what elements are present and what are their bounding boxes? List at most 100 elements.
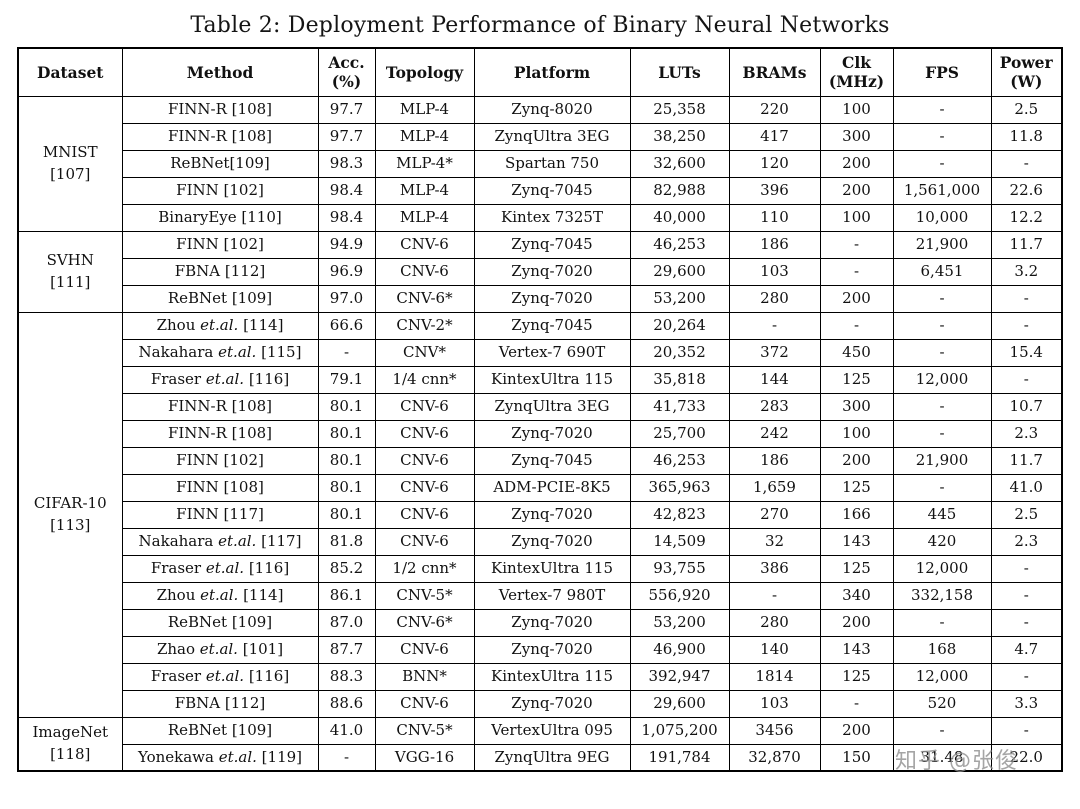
cell-clk: 200 (819, 608, 894, 637)
cell-power: 22.0 (990, 743, 1063, 772)
column-header-platform: Platform (473, 47, 631, 97)
cell-luts: 29,600 (629, 689, 730, 718)
column-header-brams: BRAMs (728, 47, 821, 97)
table-row: ReBNet [109] 87.0 CNV-6* Zynq-7020 53,200 280… (18, 608, 1063, 637)
cell-fps: 332,158 (892, 581, 992, 610)
cell-method: FINN [117] (121, 500, 319, 529)
cell-brams: 270 (728, 500, 821, 529)
cell-acc: 66.6 (317, 311, 376, 340)
cell-power: 12.2 (990, 203, 1063, 232)
cell-power: 2.5 (990, 95, 1063, 124)
cell-fps: 12,000 (892, 554, 992, 583)
cell-power: 4.7 (990, 635, 1063, 664)
cell-fps: - (892, 473, 992, 502)
cell-method: FINN-R [108] (121, 95, 319, 124)
cell-brams: 140 (728, 635, 821, 664)
table-row: FBNA [112] 88.6 CNV-6 Zynq-7020 29,600 103-52… (18, 689, 1063, 718)
cell-clk: 300 (819, 392, 894, 421)
cell-acc: 97.7 (317, 95, 376, 124)
table-row: ReBNet[109] 98.3 MLP-4* Spartan 750 32,600 12… (18, 149, 1063, 178)
cell-platform: Zynq-7020 (473, 527, 631, 556)
cell-platform: Vertex-7 980T (473, 581, 631, 610)
cell-luts: 38,250 (629, 122, 730, 151)
cell-clk: 100 (819, 95, 894, 124)
table-header: Dataset Method Acc. (%) Topology Platform LUTs… (17, 47, 1063, 97)
cell-power: 15.4 (990, 338, 1063, 367)
table-row: SVHN [111] FINN [102] 94.9 CNV-6 Zynq-7045 46,… (17, 230, 1063, 313)
cell-platform: Zynq-7045 (473, 176, 631, 205)
cell-platform: ZynqUltra 3EG (473, 122, 631, 151)
cell-brams: 186 (728, 446, 821, 475)
cell-acc: - (317, 743, 376, 772)
cell-power: - (990, 554, 1063, 583)
cell-power: - (990, 581, 1063, 610)
cell-luts: 53,200 (629, 284, 730, 313)
cell-clk: - (819, 689, 894, 718)
cell-clk: 125 (819, 662, 894, 691)
cell-platform: Zynq-7020 (473, 608, 631, 637)
cell-luts: 93,755 (629, 554, 730, 583)
cell-platform: Zynq-7020 (473, 284, 631, 313)
cell-method: ReBNet [109] (121, 284, 319, 313)
cell-acc: 94.9 (317, 230, 376, 259)
cell-clk: 300 (819, 122, 894, 151)
cell-platform: VertexUltra 095 (473, 716, 631, 745)
cell-luts: 46,900 (629, 635, 730, 664)
cell-luts: 20,264 (629, 311, 730, 340)
table-row: FINN-R [108] 80.1 CNV-6 ZynqUltra 3EG 41,733… (18, 392, 1063, 421)
cell-acc: 81.8 (317, 527, 376, 556)
cell-topology: CNV-6 (374, 689, 475, 718)
cell-clk: - (819, 230, 894, 259)
cell-method: FINN-R [108] (121, 419, 319, 448)
cell-acc: 98.3 (317, 149, 376, 178)
table-header-row: Dataset Method Acc. (%) Topology Platform LUTs… (17, 47, 1063, 97)
cell-fps: 168 (892, 635, 992, 664)
cell-fps: - (892, 149, 992, 178)
cell-method: Nakahara et.al. [117] (121, 527, 319, 556)
cell-luts: 46,253 (629, 230, 730, 259)
table-row: Yonekawa et.al. [119] - VGG-16 ZynqUltra 9E… (18, 743, 1063, 772)
cell-luts: 20,352 (629, 338, 730, 367)
cell-fps: - (892, 95, 992, 124)
cell-acc: 97.0 (317, 284, 376, 313)
cell-method: FINN [102] (121, 446, 319, 475)
cell-clk: 450 (819, 338, 894, 367)
cell-fps: 21,900 (892, 230, 992, 259)
cell-acc: 87.0 (317, 608, 376, 637)
cell-fps: - (892, 608, 992, 637)
cell-method: Fraser et.al. [116] (121, 554, 319, 583)
table-row: FINN [117] 80.1 CNV-6 Zynq-7020 42,823 270 166… (18, 500, 1063, 529)
table-row: Fraser et.al. [116] 88.3 BNN* KintexUltra 1… (18, 662, 1063, 691)
cell-power: 41.0 (990, 473, 1063, 502)
cell-method: ReBNet[109] (121, 149, 319, 178)
cell-brams: 32,870 (728, 743, 821, 772)
cell-acc: 41.0 (317, 716, 376, 745)
cell-clk: 143 (819, 527, 894, 556)
cell-platform: KintexUltra 115 (473, 365, 631, 394)
cell-method: Fraser et.al. [116] (121, 662, 319, 691)
table-row: Fraser et.al. [116] 85.2 1/2 cnn* KintexUlt… (18, 554, 1063, 583)
dataset-cell-mnist: MNIST [107] (17, 95, 123, 232)
cell-power: 11.7 (990, 446, 1063, 475)
cell-fps: - (892, 338, 992, 367)
cell-acc: 98.4 (317, 203, 376, 232)
cell-power: - (990, 716, 1063, 745)
cell-platform: Zynq-7020 (473, 635, 631, 664)
table-row: BinaryEye [110] 98.4 MLP-4 Kintex 7325T 40,0… (18, 203, 1063, 232)
cell-luts: 32,600 (629, 149, 730, 178)
cell-platform: ZynqUltra 9EG (473, 743, 631, 772)
cell-clk: 166 (819, 500, 894, 529)
column-header-luts: LUTs (629, 47, 730, 97)
column-header-clk: Clk (MHz) (819, 47, 894, 97)
cell-clk: 100 (819, 203, 894, 232)
cell-fps: 31.48 (892, 743, 992, 772)
column-header-fps: FPS (892, 47, 992, 97)
cell-clk: 200 (819, 716, 894, 745)
cell-power: - (990, 149, 1063, 178)
cell-clk: - (819, 311, 894, 340)
cell-luts: 25,700 (629, 419, 730, 448)
cell-brams: 103 (728, 689, 821, 718)
cell-method: FBNA [112] (121, 689, 319, 718)
cell-brams: 396 (728, 176, 821, 205)
